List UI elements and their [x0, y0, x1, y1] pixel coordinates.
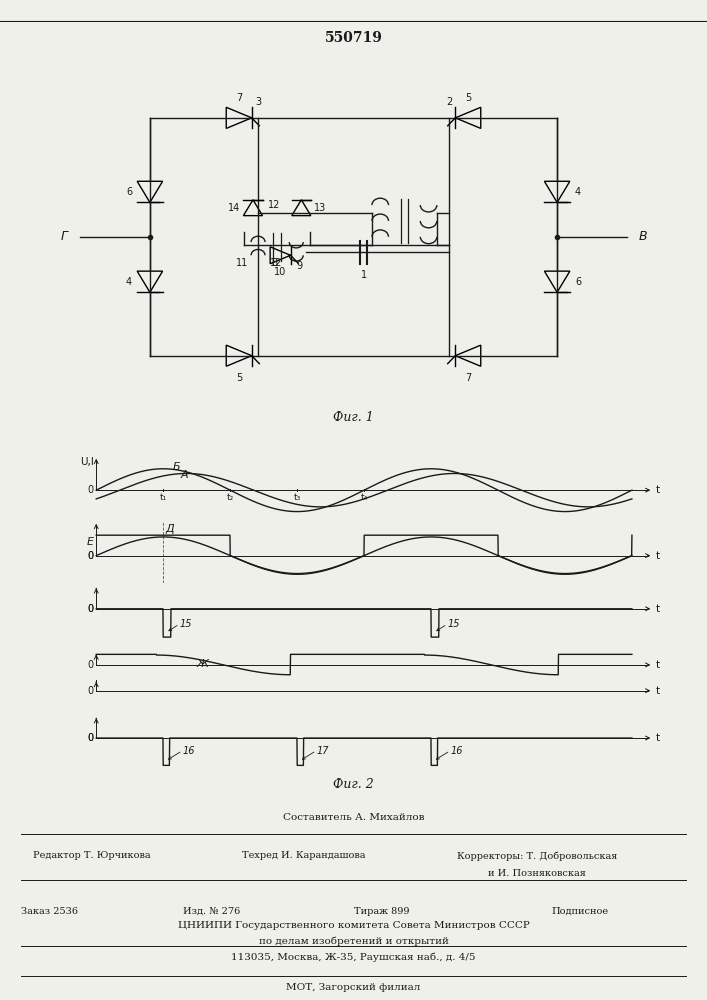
Text: Тираж 899: Тираж 899	[354, 906, 409, 916]
Text: 7: 7	[236, 93, 242, 103]
Text: 0: 0	[88, 733, 93, 743]
Text: 5: 5	[236, 373, 242, 383]
Text: Техред И. Карандашова: Техред И. Карандашова	[243, 852, 366, 860]
Text: 0: 0	[88, 660, 93, 670]
Text: 0: 0	[88, 604, 93, 614]
Text: t: t	[655, 551, 660, 561]
Text: по делам изобретений и открытий: по делам изобретений и открытий	[259, 936, 448, 946]
Text: t₁: t₁	[160, 493, 167, 502]
Text: 0: 0	[88, 551, 93, 561]
Text: 12: 12	[268, 200, 280, 210]
Text: 17: 17	[316, 746, 329, 756]
Text: 9: 9	[296, 261, 303, 271]
Text: 6: 6	[575, 277, 581, 287]
Text: Фиг. 2: Фиг. 2	[333, 778, 374, 790]
Text: 5: 5	[465, 93, 471, 103]
Text: 7: 7	[465, 373, 471, 383]
Text: В: В	[638, 230, 648, 243]
Text: t: t	[655, 660, 660, 670]
Text: 0: 0	[88, 686, 93, 696]
Text: Составитель А. Михайлов: Составитель А. Михайлов	[283, 812, 424, 822]
Text: 12: 12	[269, 258, 282, 268]
Text: Фиг. 1: Фиг. 1	[333, 411, 374, 424]
Text: 550719: 550719	[325, 31, 382, 45]
Text: Г: Г	[61, 230, 67, 243]
Text: U,I: U,I	[80, 457, 93, 467]
Text: Е: Е	[86, 537, 93, 547]
Text: 6: 6	[126, 187, 132, 197]
Text: 13: 13	[314, 203, 327, 213]
Text: Заказ 2536: Заказ 2536	[21, 906, 78, 916]
Text: Редактор Т. Юрчикова: Редактор Т. Юрчикова	[33, 852, 151, 860]
Text: 16: 16	[182, 746, 195, 756]
Text: ЦНИИПИ Государственного комитета Совета Министров СССР: ЦНИИПИ Государственного комитета Совета …	[177, 920, 530, 930]
Text: 11: 11	[236, 258, 248, 268]
Text: 10: 10	[274, 267, 286, 277]
Text: 16: 16	[450, 746, 462, 756]
Text: 0: 0	[88, 551, 93, 561]
Text: МОТ, Загорский филиал: МОТ, Загорский филиал	[286, 982, 421, 992]
Text: Б: Б	[173, 462, 180, 472]
Text: А: А	[180, 470, 188, 480]
Text: Ж: Ж	[197, 659, 209, 669]
Text: t₄: t₄	[361, 493, 368, 502]
Text: 2: 2	[446, 97, 452, 107]
Text: t: t	[655, 733, 660, 743]
Text: 15: 15	[448, 619, 460, 629]
Text: Изд. № 276: Изд. № 276	[184, 906, 240, 916]
Text: 8: 8	[271, 258, 277, 268]
Text: 1: 1	[361, 270, 367, 280]
Text: 15: 15	[180, 619, 192, 629]
Text: 0: 0	[88, 485, 93, 495]
Text: 113035, Москва, Ж-35, Раушская наб., д. 4/5: 113035, Москва, Ж-35, Раушская наб., д. …	[231, 952, 476, 962]
Text: 4: 4	[126, 277, 132, 287]
Text: 0: 0	[88, 604, 93, 614]
Text: t₂: t₂	[226, 493, 234, 502]
Text: t: t	[655, 604, 660, 614]
Text: t: t	[655, 686, 660, 696]
Text: t₃: t₃	[293, 493, 300, 502]
Text: 14: 14	[228, 203, 240, 213]
Text: Д: Д	[166, 524, 175, 534]
Text: 4: 4	[575, 187, 581, 197]
Text: 3: 3	[255, 97, 261, 107]
Text: Подписное: Подписное	[551, 906, 608, 916]
Text: и И. Позняковская: и И. Позняковская	[489, 868, 586, 878]
Text: t: t	[655, 485, 660, 495]
Text: 0: 0	[88, 733, 93, 743]
Text: Корректоры: Т. Добровольская: Корректоры: Т. Добровольская	[457, 851, 617, 861]
